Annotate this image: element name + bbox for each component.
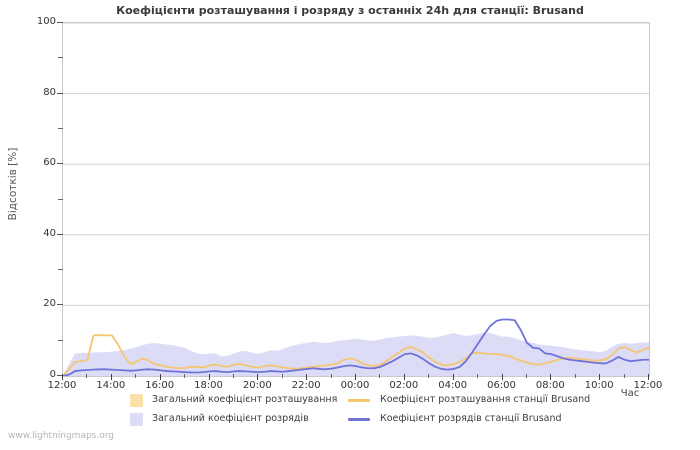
chart-title: Коефіцієнти розташування і розряду з ост… [116,4,584,17]
y-tick-mark [57,22,63,23]
x-minor-tick-mark [184,374,186,378]
legend-label-station-location: Коефіцієнт розташування станції Brusand [380,394,591,405]
y-tick-label: 0 [49,369,56,380]
x-axis-label: Час [620,388,640,399]
y-minor-tick-mark [58,198,63,200]
x-tick-label: 08:00 [535,380,565,391]
x-tick-mark [208,374,210,380]
x-tick-label: 02:00 [389,380,419,391]
x-tick-label: 18:00 [194,380,223,391]
x-minor-tick-mark [281,374,283,378]
y-tick-mark [57,375,63,376]
y-tick-mark [57,163,63,165]
x-tick-mark [159,374,161,380]
x-tick-label: 12:00 [633,380,663,391]
y-tick-mark [57,233,63,235]
plot-svg [63,23,649,376]
x-minor-tick-mark [330,374,332,378]
x-tick-mark [257,374,259,380]
y-minor-tick-mark [58,269,63,271]
x-minor-tick-mark [86,374,88,378]
x-minor-tick-mark [428,374,430,378]
legend-swatch-station-location [348,399,370,402]
x-tick-mark [355,374,356,380]
x-minor-tick-mark [574,374,576,378]
x-minor-tick-mark [477,374,479,378]
y-minor-tick-mark [58,127,63,129]
x-tick-mark [599,374,601,380]
x-tick-mark [501,374,503,380]
plot-area [62,22,650,377]
y-tick-label: 100 [36,16,56,27]
x-tick-label: 22:00 [291,380,321,391]
x-minor-tick-mark [379,374,381,378]
y-minor-tick-mark [58,339,63,341]
x-tick-mark [306,374,308,380]
y-minor-tick-mark [58,57,63,59]
y-tick-label: 20 [43,298,56,310]
legend-label-total-location: Загальний коефіцієнт розташування [152,394,338,405]
x-tick-mark [648,374,649,380]
watermark: www.lightningmaps.org [8,431,114,441]
x-tick-label: 16:00 [145,380,175,391]
x-tick-label: 06:00 [487,380,516,391]
x-tick-label: 04:00 [438,380,468,391]
y-tick-label: 40 [43,227,56,239]
x-minor-tick-mark [525,374,527,378]
x-minor-tick-mark [623,374,625,378]
legend-label-total-strokes: Загальний коефіцієнт розрядів [152,413,309,424]
x-tick-mark [110,374,112,380]
x-tick-label: 00:00 [340,380,370,391]
x-minor-tick-mark [135,374,137,378]
legend-swatch-station-strokes [348,418,370,421]
x-tick-label: 12:00 [47,380,77,391]
x-tick-label: 14:00 [96,380,126,391]
legend-label-station-strokes: Коефіцієнт розрядів станції Brusand [380,413,562,424]
legend-swatch-total-strokes [130,413,143,426]
x-minor-tick-mark [232,374,234,378]
y-tick-label: 80 [43,86,56,98]
x-tick-label: 20:00 [242,380,272,391]
x-tick-label: 10:00 [584,380,614,391]
y-tick-mark [57,92,63,94]
x-tick-mark [550,374,552,380]
legend-swatch-total-location [130,394,143,407]
y-tick-mark [57,304,63,306]
x-tick-mark [62,374,63,380]
x-tick-mark [452,374,454,380]
chart-legend: Загальний коефіцієнт розташування Загаль… [0,391,700,431]
x-tick-mark [403,374,405,380]
y-tick-label: 60 [43,157,56,169]
